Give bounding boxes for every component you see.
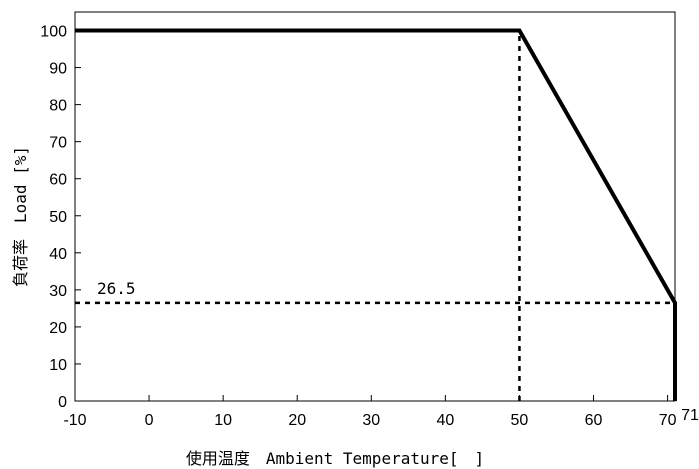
y-tick-label: 20: [49, 320, 67, 337]
plot-frame: [74, 11, 676, 402]
x-tick-label: 70: [659, 412, 677, 429]
y-tick-label: 80: [49, 98, 67, 115]
x-axis-ticks: -10 0 10 20 30 40 50 60 70: [63, 395, 677, 429]
series-line-0: [75, 28, 677, 401]
reference-lines: [75, 30, 675, 401]
y-axis-title: 負荷率 Load [%]: [11, 146, 30, 287]
y-axis-ticks: 0 10 20 30 40 50 60 70 80 90 100: [40, 24, 81, 411]
y-tick-label: 60: [49, 172, 67, 189]
x-tick-label: 40: [436, 412, 454, 429]
y-tick-label: 100: [40, 24, 67, 41]
x-tick-label: 60: [585, 412, 603, 429]
x-tick-label: 30: [362, 412, 380, 429]
x-tick-label: -10: [63, 412, 86, 429]
x-tick-label: 10: [214, 412, 232, 429]
x-tick-label-71: 71: [681, 407, 699, 424]
y-tick-label: 10: [49, 357, 67, 374]
y-tick-label: 70: [49, 135, 67, 152]
annotation-26-5: 26.5: [97, 279, 136, 298]
y-tick-label: 30: [49, 283, 67, 300]
y-tick-label: 90: [49, 61, 67, 78]
x-tick-label: 50: [511, 412, 529, 429]
x-axis-title: 使用温度 Ambient Temperature[ ]: [186, 449, 484, 468]
y-tick-label: 0: [58, 394, 67, 411]
x-tick-label: 20: [288, 412, 306, 429]
y-tick-label: 40: [49, 246, 67, 263]
y-tick-label: 50: [49, 209, 67, 226]
series-group: [75, 28, 677, 401]
x-tick-label: 0: [145, 412, 154, 429]
